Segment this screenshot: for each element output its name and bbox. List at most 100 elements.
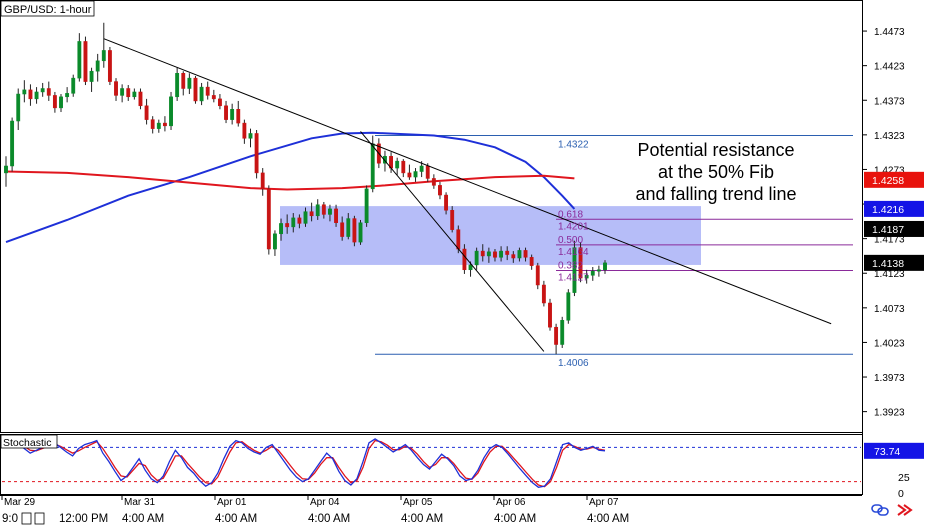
stochastic-k-line bbox=[5, 438, 606, 488]
price-badge-label: 1.4258 bbox=[872, 175, 904, 187]
candle-body bbox=[291, 217, 296, 228]
symbol-label-bg bbox=[0, 0, 95, 17]
candle-body bbox=[358, 222, 363, 243]
time-label: 12:00 PM bbox=[59, 513, 108, 525]
stochastic-badge-label: 73.74 bbox=[874, 446, 900, 458]
candle-body bbox=[493, 251, 497, 258]
fib-value-label: 1.4201 bbox=[558, 221, 589, 232]
candle-body bbox=[578, 247, 583, 279]
candle-body bbox=[535, 265, 540, 286]
candle-body bbox=[499, 250, 504, 258]
candle-body bbox=[340, 222, 345, 237]
fib-ratio-label: 0.500 bbox=[558, 235, 583, 246]
candle-body bbox=[505, 250, 510, 255]
candle-body bbox=[236, 109, 241, 124]
candle-body bbox=[59, 96, 63, 109]
annotation-line-3: and falling trend line bbox=[635, 184, 796, 204]
candle-body bbox=[120, 88, 125, 96]
price-badge bbox=[864, 254, 924, 271]
fib-low-label: 1.4006 bbox=[558, 358, 589, 369]
candle-body bbox=[407, 172, 412, 178]
candle-body bbox=[517, 250, 522, 259]
fib-value-label: 1.4164 bbox=[558, 247, 589, 258]
candle-body bbox=[187, 77, 192, 89]
candle-body bbox=[425, 165, 430, 179]
candle-body bbox=[65, 93, 70, 98]
candle-body bbox=[560, 320, 565, 345]
candle-body bbox=[346, 218, 351, 237]
date-label: Mar 31 bbox=[124, 497, 156, 508]
candle-body bbox=[126, 88, 131, 98]
price-tick-label: 1.4023 bbox=[874, 338, 905, 349]
expand-arrow-icon[interactable] bbox=[897, 504, 913, 516]
price-tick-label: 1.4423 bbox=[874, 62, 905, 73]
annotation-line-2: at the 50% Fib bbox=[658, 162, 774, 182]
price-tick-label: 1.4323 bbox=[874, 131, 905, 142]
candle-body bbox=[169, 96, 173, 127]
price-badge-label: 1.4216 bbox=[872, 204, 904, 216]
stochastic-panel bbox=[0, 434, 863, 495]
candle-body bbox=[217, 98, 222, 107]
time-marker-box bbox=[34, 512, 45, 525]
candle-body bbox=[328, 208, 332, 215]
candle-body bbox=[95, 60, 100, 72]
candle-body bbox=[584, 275, 589, 279]
candle-body bbox=[224, 105, 228, 120]
price-tick-label: 1.4123 bbox=[874, 269, 905, 280]
fib-ratio-label: 0.618 bbox=[558, 209, 583, 220]
time-label: 4:00 AM bbox=[215, 513, 257, 525]
candle-body bbox=[383, 156, 387, 164]
candle-body bbox=[266, 188, 271, 250]
fib-ratio-label: 0.382 bbox=[558, 260, 583, 271]
candle-body bbox=[193, 77, 198, 102]
candle-body bbox=[309, 211, 314, 217]
fib-high-label: 1.4322 bbox=[558, 140, 589, 151]
candle-body bbox=[413, 171, 418, 178]
candle-body bbox=[444, 194, 449, 211]
candle-body bbox=[334, 208, 338, 223]
candle-body bbox=[46, 88, 51, 96]
candle-body bbox=[603, 262, 607, 271]
stochastic-label-bg bbox=[0, 434, 58, 449]
candle-body bbox=[34, 91, 39, 100]
time-label: 9:0 bbox=[2, 513, 18, 525]
candle-body bbox=[248, 133, 253, 139]
candle-body bbox=[480, 250, 485, 257]
fib-value-label: 1.4127 bbox=[558, 272, 589, 283]
date-label: Apr 05 bbox=[403, 497, 433, 508]
candle-body bbox=[315, 204, 320, 217]
candle-body bbox=[474, 250, 479, 266]
candle-body bbox=[486, 251, 491, 257]
candle-body bbox=[114, 81, 118, 96]
candle-body bbox=[511, 254, 516, 259]
moving-average-line bbox=[5, 170, 575, 191]
price-badge bbox=[864, 220, 924, 237]
time-label: 4:00 AM bbox=[308, 513, 350, 525]
time-marker-box bbox=[21, 512, 32, 525]
candle-body bbox=[450, 210, 455, 230]
candle-body bbox=[40, 88, 45, 93]
candle-body bbox=[273, 233, 277, 250]
candle-body bbox=[89, 70, 94, 82]
candle-body bbox=[211, 95, 216, 100]
candle-body bbox=[541, 284, 546, 304]
link-icon[interactable] bbox=[871, 504, 889, 516]
candle-body bbox=[572, 247, 577, 293]
candle-body bbox=[132, 91, 137, 98]
candle-body bbox=[590, 270, 595, 276]
candle-body bbox=[364, 188, 369, 223]
candle-body bbox=[242, 122, 247, 139]
time-label: 4:00 AM bbox=[122, 513, 164, 525]
candle-body bbox=[285, 223, 290, 228]
time-label: 4:00 AM bbox=[494, 513, 536, 525]
candle-body bbox=[523, 250, 528, 258]
candle-body bbox=[230, 109, 235, 120]
price-tick-label: 1.3923 bbox=[874, 408, 905, 419]
candle-body bbox=[462, 248, 467, 271]
date-label: Apr 01 bbox=[217, 497, 247, 508]
candle-body bbox=[83, 41, 88, 82]
stochastic-label: Stochastic bbox=[3, 437, 51, 449]
trend-line bbox=[103, 38, 832, 325]
candle-body bbox=[28, 89, 33, 100]
candle-body bbox=[22, 89, 27, 95]
